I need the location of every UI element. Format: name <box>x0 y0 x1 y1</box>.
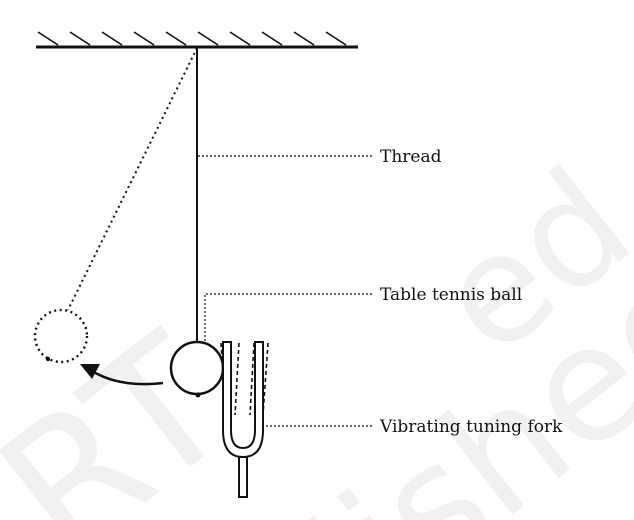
label-fork: Vibrating tuning fork <box>379 417 563 437</box>
ball-leader <box>204 293 372 341</box>
ceiling-support <box>36 31 358 49</box>
displaced-thread <box>67 47 198 311</box>
motion-arrow-head <box>80 364 100 379</box>
ceiling-hatching <box>37 31 347 46</box>
label-ball: Table tennis ball <box>380 285 522 305</box>
ball-contact-mark <box>195 392 201 398</box>
label-thread: Thread <box>380 147 442 167</box>
displaced-ball <box>33 308 89 364</box>
leader-lines <box>198 155 372 427</box>
watermark: RT lished ed <box>0 136 634 520</box>
motion-arrow <box>91 369 164 386</box>
displaced-ball-mark <box>45 356 51 362</box>
table-tennis-ball <box>169 340 225 396</box>
tuning-fork <box>220 341 269 498</box>
